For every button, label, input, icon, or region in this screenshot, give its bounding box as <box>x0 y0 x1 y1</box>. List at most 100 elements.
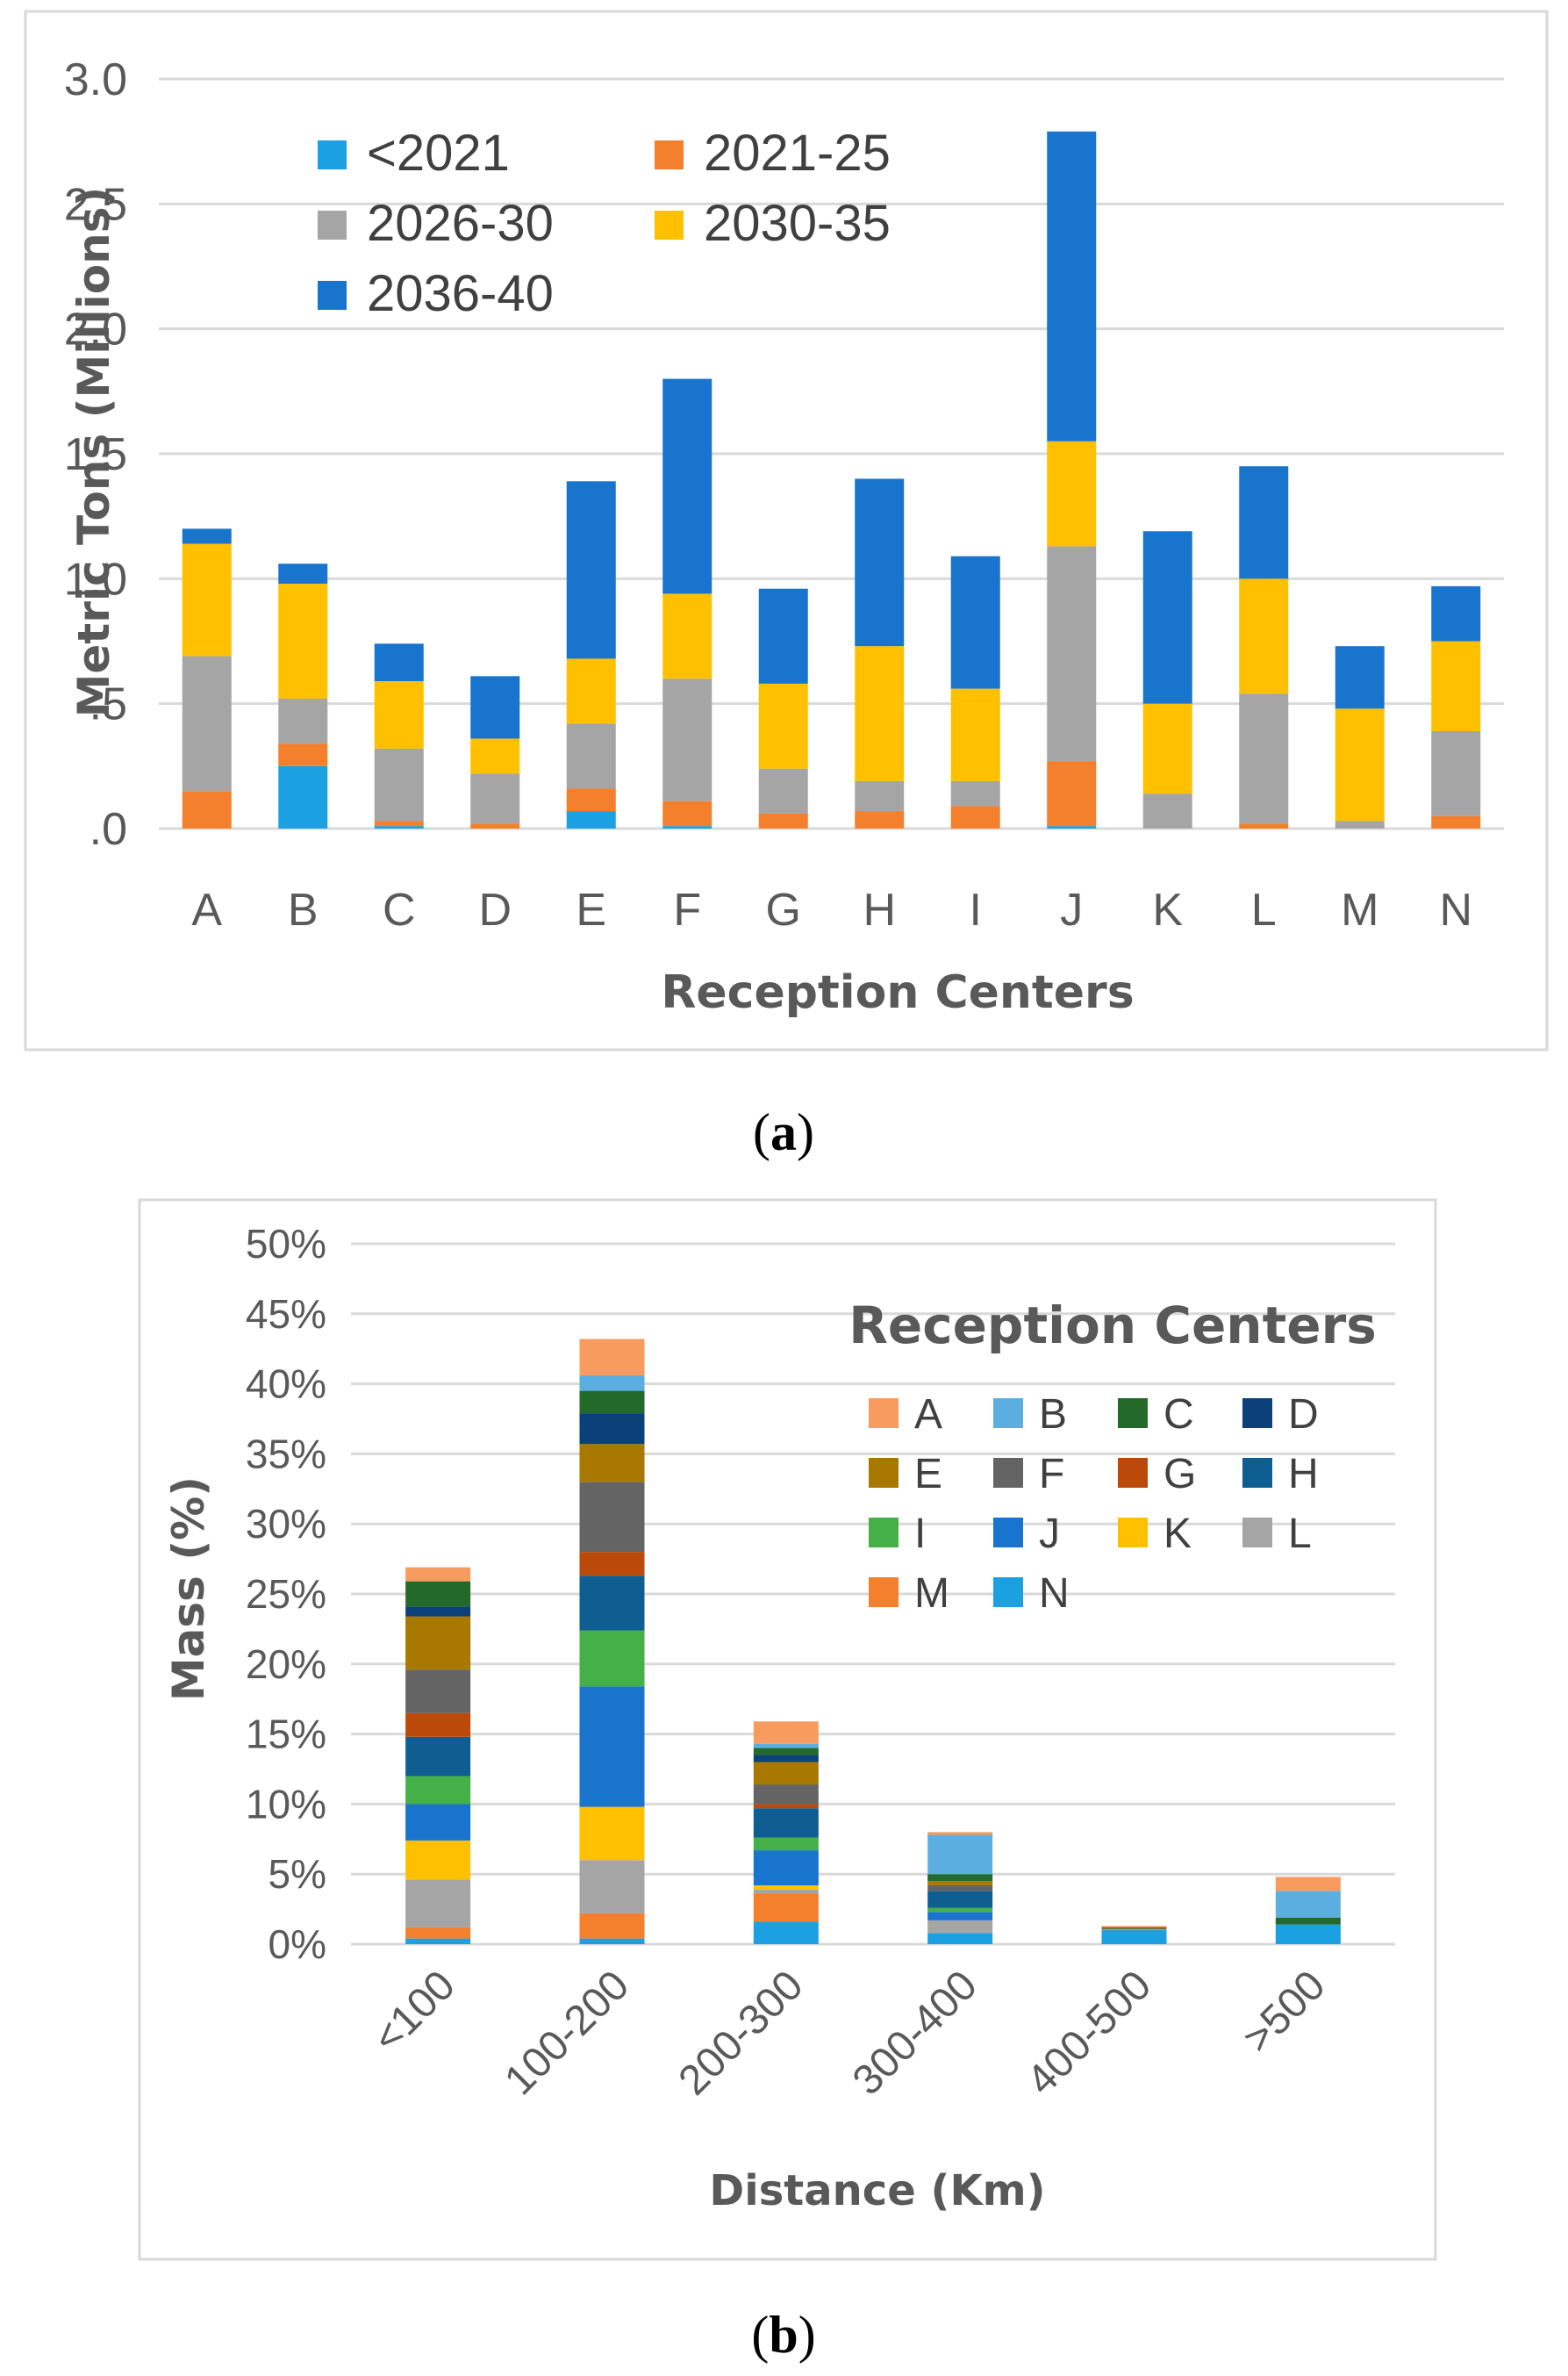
caption-a-letter: a <box>770 1103 797 1161</box>
chart-b-bar-100-l <box>405 1879 471 1927</box>
chart-b-legend-label: G <box>1163 1451 1196 1497</box>
chart-b-y-tick-label: 30% <box>246 1501 326 1547</box>
chart-b-legend-label: F <box>1039 1451 1064 1497</box>
chart-b-y-tick-label: 50% <box>246 1221 326 1267</box>
chart-a-x-tick-label: F <box>673 885 701 936</box>
chart-a-bar-c-2036-40 <box>374 643 424 682</box>
chart-b-legend-swatch-l <box>1242 1518 1272 1547</box>
chart-b-bar-100-200-b <box>579 1375 645 1391</box>
chart-a-bar-e-2021 <box>566 811 616 829</box>
chart-b-bar-100-200-n <box>579 1938 645 1944</box>
chart-b-legend: Reception Centers A B C D E F G H I J K L M N <box>848 1296 1377 1617</box>
chart-a-bar-b-2036-40 <box>278 563 328 585</box>
chart-b-bar-100-200-l <box>579 1860 645 1913</box>
chart-a-bar-n-2026-30 <box>1431 730 1481 816</box>
chart-a-bar-c-2026-30 <box>374 748 424 822</box>
chart-b-legend-title: Reception Centers <box>848 1296 1377 1355</box>
chart-a-x-tick-label: E <box>576 885 606 936</box>
chart-a-x-tick-label: B <box>288 885 319 936</box>
chart-a-x-tick-label: A <box>191 885 222 936</box>
chart-a-bar-f-2021-25 <box>662 800 712 827</box>
chart-a-x-ticks: A B C D E F G H I J K L M N <box>191 885 1472 936</box>
chart-b-legend-label: M <box>914 1570 949 1617</box>
chart-b-legend-swatch-g <box>1118 1458 1148 1488</box>
chart-a-x-tick-label: I <box>970 885 982 936</box>
chart-b-bar-200-300-n <box>753 1921 819 1944</box>
chart-b-legend-label: N <box>1039 1570 1070 1617</box>
chart-a-legend-label: 2026-30 <box>367 195 554 252</box>
chart-a-bar-a-2026-30 <box>182 656 232 792</box>
chart-b-bar-100-a <box>405 1567 471 1582</box>
chart-a: .0 .5 1.0 1.5 2.0 2.5 3.0 A B C D E F G H I J K L M N <2021… <box>64 54 1504 1019</box>
chart-b-legend-label: A <box>914 1391 942 1438</box>
caption-a-open-paren: ( <box>753 1103 770 1161</box>
chart-a-bar-j-2021-25 <box>1047 761 1097 827</box>
chart-b-legend-swatch-e <box>869 1458 899 1488</box>
chart-b-legend-swatch-j <box>993 1518 1023 1547</box>
chart-b-bar-100-j <box>405 1804 471 1841</box>
chart-a-x-tick-label: K <box>1152 885 1183 936</box>
chart-a-bars <box>182 131 1481 829</box>
chart-a-x-axis-title: Reception Centers <box>661 966 1134 1019</box>
chart-b-legend-swatch-a <box>869 1398 899 1428</box>
chart-b-bar-200-300-m <box>753 1893 819 1922</box>
chart-b-legend-label: J <box>1039 1511 1060 1557</box>
chart-a-bar-j-2021 <box>1047 826 1097 829</box>
chart-a-bar-b-2026-30 <box>278 698 328 744</box>
chart-b-bar-100-m <box>405 1927 471 1939</box>
caption-b-open-paren: ( <box>751 2306 769 2364</box>
chart-b-y-ticks: 0% 5% 10% 15% 20% 25% 30% 35% 40% 45% 50% <box>246 1221 326 1967</box>
chart-b-bar-300-400-f <box>927 1884 993 1891</box>
chart-b-legend-swatch-m <box>869 1577 899 1607</box>
chart-a-y-tick-label: .5 <box>89 679 127 730</box>
chart-b-y-tick-label: 45% <box>246 1291 326 1337</box>
chart-a-x-tick-label: C <box>383 885 416 936</box>
chart-b-bar-100-200-d <box>579 1413 645 1445</box>
chart-a-legend: <2021 2021-25 2026-30 2030-35 2036-40 <box>318 125 891 322</box>
chart-a-bar-f-2021 <box>662 826 712 829</box>
chart-b-bar-200-300-g <box>753 1804 819 1809</box>
chart-a-bar-f-2026-30 <box>662 678 712 801</box>
chart-b-bar-400-500-a <box>1101 1926 1167 1927</box>
chart-b-y-tick-label: 5% <box>268 1851 326 1897</box>
chart-b-bar-200-300-c <box>753 1748 819 1755</box>
chart-a-bar-e-2021-25 <box>566 788 616 812</box>
chart-a-bar-b-2021 <box>278 765 328 829</box>
chart-b-bar-200-300-j <box>753 1850 819 1885</box>
chart-b-bar-200-300-d <box>753 1755 819 1762</box>
chart-b-bar-100-200-g <box>579 1552 645 1576</box>
chart-b-y-tick-label: 20% <box>246 1641 326 1687</box>
chart-b-bar-200-300-f <box>753 1784 819 1805</box>
chart-a-bar-i-2021-25 <box>950 806 1000 829</box>
chart-a-y-tick-label: 2.0 <box>64 305 127 355</box>
chart-a-x-tick-label: J <box>1060 885 1083 936</box>
chart-b-bar-300-400-e <box>927 1881 993 1885</box>
chart-b-legend-swatch-n <box>993 1577 1023 1607</box>
caption-b-letter: b <box>769 2306 798 2364</box>
chart-b-bar-300-400-c <box>927 1874 993 1882</box>
chart-b-bar-100-200-j <box>579 1686 645 1807</box>
chart-a-legend-swatch-2021-25 <box>655 140 684 169</box>
chart-a-bar-g-2036-40 <box>758 588 808 684</box>
chart-b-bar-100-200-m <box>579 1913 645 1939</box>
chart-b-legend-label: D <box>1288 1391 1319 1438</box>
chart-b-bar-100-k <box>405 1840 471 1880</box>
chart-b-bar-100-g <box>405 1712 471 1737</box>
chart-a-legend-label: 2021-25 <box>704 125 891 182</box>
chart-a-bar-c-2021 <box>374 826 424 829</box>
chart-b-bar-300-400-h <box>927 1891 993 1908</box>
chart-a-y-tick-label: 1.5 <box>64 429 127 480</box>
chart-b-bar-200-300-b <box>753 1743 819 1748</box>
caption-a: (a) <box>753 1103 814 1161</box>
chart-a-bar-d-2021-25 <box>470 823 520 829</box>
chart-a-y-tick-label: 2.5 <box>64 179 127 230</box>
chart-a-bar-h-2026-30 <box>855 780 905 812</box>
chart-b-legend-swatch-f <box>993 1458 1023 1488</box>
chart-b-y-tick-label: 0% <box>268 1921 326 1967</box>
chart-a-bar-l-2036-40 <box>1239 466 1289 579</box>
chart-b-y-tick-label: 15% <box>246 1712 326 1757</box>
chart-a-bar-m-2026-30 <box>1335 821 1385 829</box>
chart-b-bar-100-f <box>405 1669 471 1713</box>
chart-b-bar-400-500-n <box>1101 1930 1167 1944</box>
